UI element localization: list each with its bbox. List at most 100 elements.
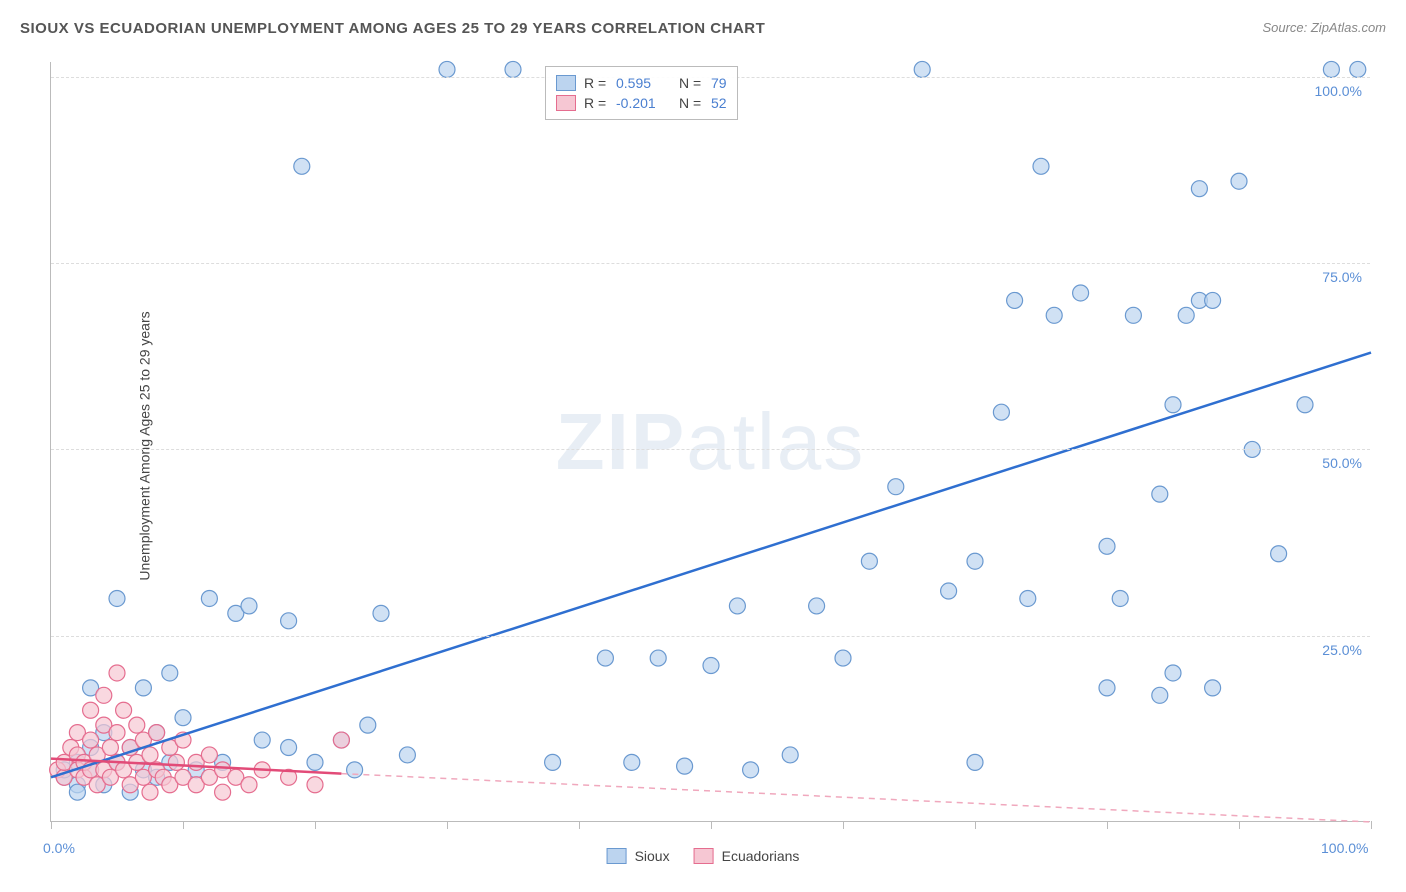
x-tick [1239, 821, 1240, 829]
scatter-point [96, 687, 112, 703]
n-label: N = [679, 75, 703, 91]
scatter-point [1099, 538, 1115, 554]
legend-swatch [694, 848, 714, 864]
scatter-point [307, 777, 323, 793]
r-value: 0.595 [616, 75, 671, 91]
trend-line-ecuadorians-extrap [341, 774, 1371, 822]
gridline [51, 449, 1370, 450]
y-tick-label: 100.0% [1315, 83, 1362, 99]
scatter-point [241, 777, 257, 793]
r-label: R = [584, 95, 608, 111]
scatter-point [201, 747, 217, 763]
scatter-point [1165, 397, 1181, 413]
scatter-point [162, 665, 178, 681]
scatter-point [307, 754, 323, 770]
scatter-point [281, 739, 297, 755]
legend-swatch [556, 75, 576, 91]
r-label: R = [584, 75, 608, 91]
scatter-point [215, 784, 231, 800]
x-tick [315, 821, 316, 829]
x-tick [579, 821, 580, 829]
scatter-point [914, 61, 930, 77]
scatter-point [116, 702, 132, 718]
scatter-point [1205, 680, 1221, 696]
n-label: N = [679, 95, 703, 111]
series-legend-item: Ecuadorians [694, 848, 800, 864]
gridline [51, 636, 1370, 637]
scatter-point [650, 650, 666, 666]
scatter-point [347, 762, 363, 778]
scatter-point [782, 747, 798, 763]
scatter-point [1165, 665, 1181, 681]
series-legend-label: Sioux [635, 848, 670, 864]
scatter-point [175, 710, 191, 726]
scatter-point [809, 598, 825, 614]
x-tick [975, 821, 976, 829]
scatter-point [109, 725, 125, 741]
x-tick [183, 821, 184, 829]
plot-svg [51, 62, 1370, 821]
scatter-point [861, 553, 877, 569]
scatter-point [624, 754, 640, 770]
scatter-point [888, 479, 904, 495]
plot-area: ZIPatlas 25.0%50.0%75.0%100.0%0.0%100.0% [50, 62, 1370, 822]
correlation-legend: R =0.595N =79R =-0.201N =52 [545, 66, 738, 120]
y-tick-label: 75.0% [1322, 269, 1362, 285]
scatter-point [83, 732, 99, 748]
scatter-point [1271, 546, 1287, 562]
x-tick [1371, 821, 1372, 829]
legend-row: R =-0.201N =52 [556, 93, 727, 113]
scatter-point [399, 747, 415, 763]
scatter-point [1152, 486, 1168, 502]
r-value: -0.201 [616, 95, 671, 111]
series-legend-item: Sioux [607, 848, 670, 864]
scatter-point [941, 583, 957, 599]
scatter-point [360, 717, 376, 733]
scatter-point [439, 61, 455, 77]
x-tick [51, 821, 52, 829]
scatter-point [102, 739, 118, 755]
x-tick [711, 821, 712, 829]
scatter-point [1350, 61, 1366, 77]
scatter-point [743, 762, 759, 778]
scatter-point [373, 605, 389, 621]
scatter-point [241, 598, 257, 614]
scatter-point [83, 702, 99, 718]
scatter-point [1073, 285, 1089, 301]
scatter-point [993, 404, 1009, 420]
n-value: 79 [711, 75, 727, 91]
scatter-point [1046, 307, 1062, 323]
scatter-point [201, 590, 217, 606]
scatter-point [1033, 158, 1049, 174]
trend-line-sioux [51, 353, 1371, 778]
scatter-point [1112, 590, 1128, 606]
scatter-point [1099, 680, 1115, 696]
legend-row: R = 0.595 N = 79 [556, 73, 727, 93]
y-tick-label: 25.0% [1322, 642, 1362, 658]
scatter-point [1297, 397, 1313, 413]
scatter-point [109, 590, 125, 606]
scatter-point [1191, 181, 1207, 197]
source-label: Source: ZipAtlas.com [1262, 20, 1386, 35]
scatter-point [294, 158, 310, 174]
legend-swatch [556, 95, 576, 111]
scatter-point [729, 598, 745, 614]
scatter-point [1125, 307, 1141, 323]
series-legend-label: Ecuadorians [722, 848, 800, 864]
scatter-point [254, 732, 270, 748]
scatter-point [142, 747, 158, 763]
scatter-point [333, 732, 349, 748]
x-tick [1107, 821, 1108, 829]
scatter-point [835, 650, 851, 666]
scatter-point [505, 61, 521, 77]
x-tick [447, 821, 448, 829]
scatter-point [109, 665, 125, 681]
scatter-point [1205, 292, 1221, 308]
scatter-point [129, 717, 145, 733]
scatter-point [1231, 173, 1247, 189]
scatter-point [69, 784, 85, 800]
y-tick-label: 50.0% [1322, 455, 1362, 471]
scatter-point [967, 754, 983, 770]
scatter-point [142, 784, 158, 800]
scatter-point [677, 758, 693, 774]
